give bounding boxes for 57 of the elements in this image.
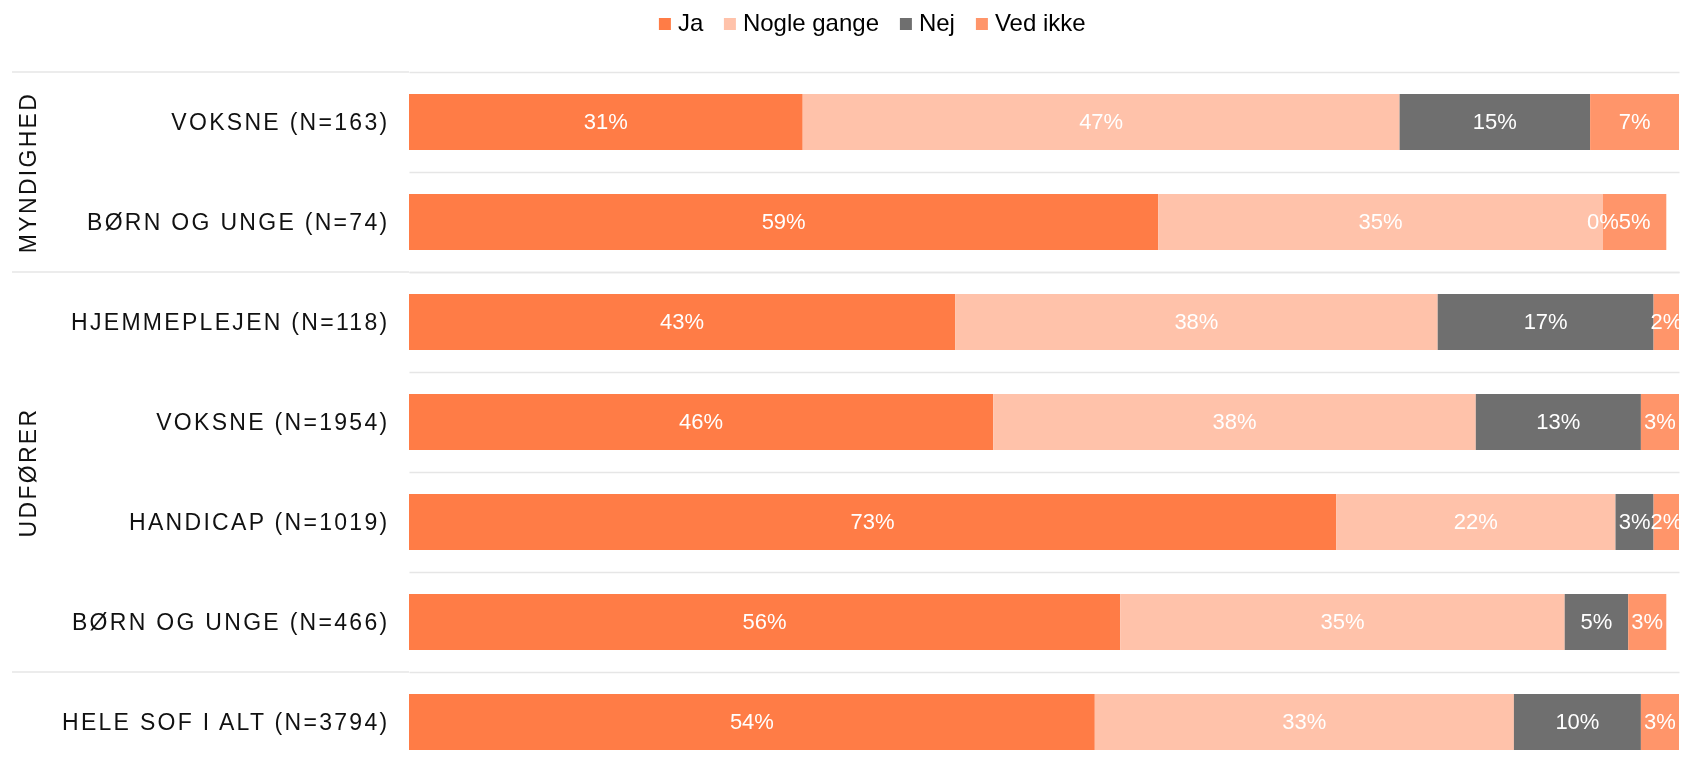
data-label: 3% — [1618, 509, 1651, 534]
bar — [1475, 394, 1641, 450]
data-label: 22% — [1453, 509, 1498, 534]
bar — [409, 494, 1337, 550]
data-label: 5% — [1618, 209, 1651, 234]
data-label: 46% — [679, 409, 724, 434]
bar — [1120, 594, 1565, 650]
y-tick-label: BØRN OG UNGE (N=74) — [87, 208, 390, 235]
data-label: 56% — [742, 609, 787, 634]
data-label: 43% — [660, 309, 705, 334]
data-label: 15% — [1472, 109, 1517, 134]
data-label: 17% — [1523, 309, 1568, 334]
legend-label: Nogle gange — [742, 9, 880, 36]
y-axis-title: MYNDIGHED — [14, 91, 41, 254]
bar — [955, 294, 1438, 350]
data-label: 0% — [1586, 209, 1619, 234]
bar — [1336, 494, 1616, 550]
y-axis-title: UDFØRER — [14, 407, 41, 538]
bar — [1094, 694, 1514, 750]
bar — [1564, 594, 1629, 650]
y-tick-label: BØRN OG UNGE (N=466) — [71, 608, 390, 635]
data-label: 47% — [1079, 109, 1124, 134]
y-tick-label: HJEMMEPLEJEN (N=118) — [71, 308, 390, 335]
data-label: 31% — [583, 109, 628, 134]
bar — [409, 294, 956, 350]
legend-label: Nej — [918, 9, 955, 36]
bar — [993, 394, 1476, 450]
bar — [1399, 94, 1591, 150]
data-label: 3% — [1644, 409, 1676, 434]
bar — [409, 94, 803, 150]
bar — [409, 394, 994, 450]
y-tick-label: HELE SOF I ALT (N=3794) — [61, 708, 390, 735]
y-tick-label: VOKSNE (N=163) — [171, 108, 390, 135]
data-label: 13% — [1536, 409, 1581, 434]
y-tick-label: HANDICAP (N=1019) — [129, 508, 390, 535]
bar — [409, 594, 1121, 650]
data-label: 3% — [1631, 609, 1664, 634]
bar — [409, 194, 1159, 250]
data-label: 3% — [1644, 709, 1676, 734]
bar — [409, 694, 1095, 750]
bar — [1590, 94, 1679, 150]
data-label: 10% — [1555, 709, 1600, 734]
data-label: 38% — [1212, 409, 1257, 434]
data-label: 5% — [1580, 609, 1613, 634]
legend-label: Ved ikke — [994, 9, 1086, 36]
data-label: 38% — [1174, 309, 1219, 334]
legend-label: Ja — [677, 9, 704, 36]
data-label: 35% — [1320, 609, 1365, 634]
data-label: 54% — [729, 709, 774, 734]
data-label: 59% — [761, 209, 806, 234]
data-label: 33% — [1282, 709, 1327, 734]
data-label: 73% — [850, 509, 895, 534]
bar — [1513, 694, 1641, 750]
y-tick-label: VOKSNE (N=1954) — [156, 408, 390, 435]
data-label: 7% — [1618, 109, 1651, 134]
data-label: 35% — [1358, 209, 1403, 234]
bar — [802, 94, 1400, 150]
